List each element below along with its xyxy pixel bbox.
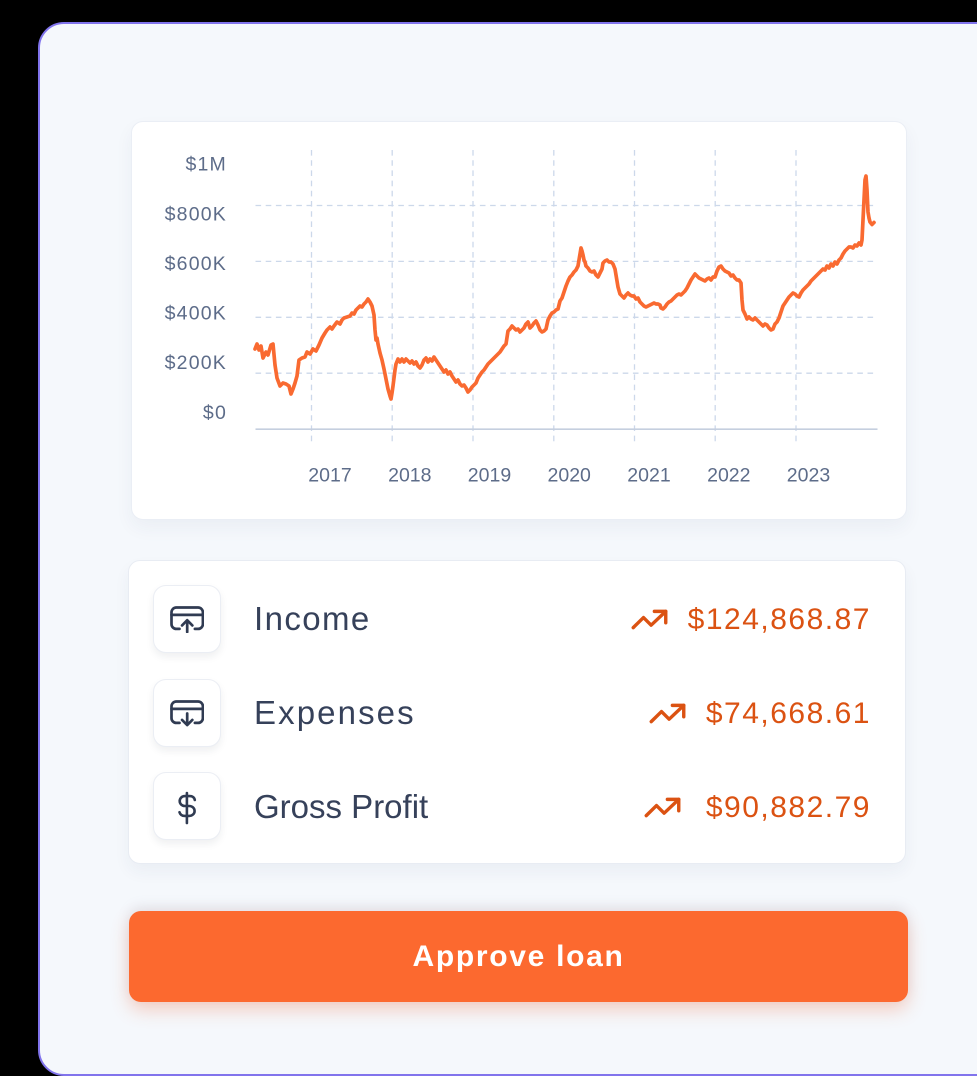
svg-text:2021: 2021 xyxy=(627,465,670,487)
svg-text:$800K: $800K xyxy=(165,203,227,225)
svg-text:2018: 2018 xyxy=(388,465,431,487)
svg-text:$1M: $1M xyxy=(185,154,227,176)
svg-text:$200K: $200K xyxy=(165,352,227,374)
svg-text:2020: 2020 xyxy=(548,465,592,487)
svg-text:2019: 2019 xyxy=(468,465,511,487)
svg-text:$600K: $600K xyxy=(165,253,227,275)
svg-text:2022: 2022 xyxy=(707,465,750,487)
svg-text:2017: 2017 xyxy=(308,465,351,487)
svg-text:2023: 2023 xyxy=(787,465,830,487)
svg-text:$0: $0 xyxy=(203,402,227,424)
svg-text:$400K: $400K xyxy=(165,303,227,325)
